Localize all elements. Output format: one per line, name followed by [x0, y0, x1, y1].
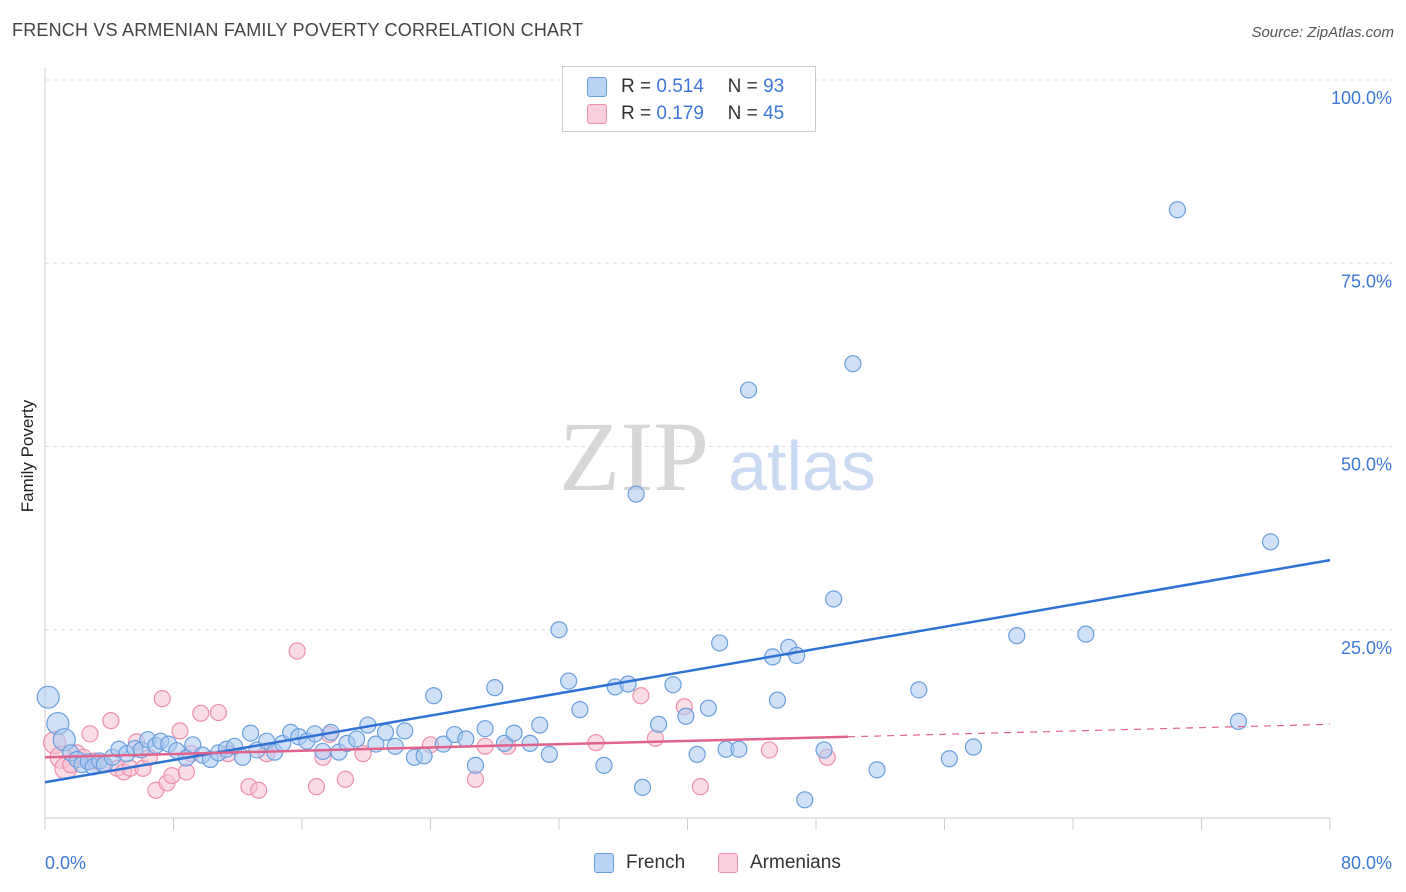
french-point — [940, 750, 958, 768]
french-point — [677, 707, 695, 725]
legend-item-armenians[interactable]: Armenians — [718, 852, 841, 874]
french-point — [1008, 627, 1026, 645]
french-r-value: 0.514 — [656, 76, 704, 97]
armenian-point — [192, 704, 210, 722]
french-point — [699, 699, 717, 717]
french-point — [788, 646, 806, 665]
french-point — [457, 730, 475, 748]
y-tick-label: 100.0% — [1331, 88, 1392, 108]
y-tick-label: 25.0% — [1341, 638, 1392, 658]
source-label: Source: ZipAtlas.com — [1251, 24, 1394, 41]
chart-title: FRENCH VS ARMENIAN FAMILY POVERTY CORREL… — [12, 20, 584, 40]
legend-french-label: French — [626, 852, 686, 873]
watermark: ZIP atlas — [559, 401, 876, 512]
french-point — [386, 737, 404, 755]
armenian-r-value: 0.179 — [656, 103, 704, 124]
french-point — [242, 724, 260, 742]
legend-row-armenians: R = 0.179 N = 45 — [587, 102, 784, 126]
french-point — [1168, 201, 1187, 219]
armenian-point — [760, 741, 779, 759]
armenian-r-label: R = — [621, 103, 652, 124]
french-point — [376, 723, 395, 741]
french-point — [844, 355, 862, 373]
armenian-point — [691, 778, 709, 796]
armenian-point — [632, 687, 650, 705]
french-point — [486, 679, 504, 697]
french-point — [560, 672, 578, 690]
french-point — [466, 756, 485, 774]
french-r-label: R = — [621, 76, 652, 97]
french-point — [415, 747, 433, 765]
french-point — [571, 701, 589, 719]
series-legend: French Armenians — [0, 852, 1406, 878]
armenian-point — [646, 729, 664, 747]
french-point — [964, 738, 983, 756]
y-tick-label: 75.0% — [1341, 271, 1392, 291]
french-point — [550, 621, 568, 639]
armenian-swatch-icon — [587, 104, 607, 124]
french-point — [627, 485, 645, 503]
axis-tick-labels: 25.0% 50.0% 75.0% 100.0% 0.0% 80.0% — [45, 88, 1392, 873]
french-point — [796, 791, 814, 809]
armenian-legend-icon — [718, 853, 738, 873]
french-point — [619, 675, 637, 693]
y-tick-label: 50.0% — [1341, 455, 1392, 475]
french-point — [815, 741, 833, 759]
french-point — [425, 687, 443, 705]
french-point — [531, 716, 549, 734]
armenian-point — [250, 781, 268, 799]
french-point — [540, 745, 558, 763]
french-n-value: 93 — [763, 76, 785, 97]
french-n-label: N = — [727, 76, 758, 97]
armenian-point — [102, 712, 120, 730]
armenian-n-value: 45 — [763, 103, 785, 124]
french-point — [664, 676, 682, 694]
legend-item-french[interactable]: French — [594, 852, 685, 874]
french-point — [396, 722, 414, 740]
correlation-legend: R = 0.514 N = 93 R = 0.179 N = 45 — [562, 66, 816, 132]
armenian-point — [153, 690, 171, 708]
french-legend-icon — [594, 853, 614, 873]
french-point — [825, 590, 843, 608]
armenian-n-label: N = — [727, 103, 758, 124]
x-tick-label: 80.0% — [1341, 853, 1392, 873]
armenian-point — [307, 778, 326, 796]
armenian-trend-line — [44, 735, 849, 759]
french-points — [36, 201, 1280, 809]
french-point — [348, 730, 366, 748]
french-point — [1261, 533, 1280, 551]
legend-row-french: R = 0.514 N = 93 — [587, 75, 784, 99]
french-point — [1229, 712, 1248, 730]
french-point — [1077, 625, 1095, 643]
legend-armenians-label: Armenians — [750, 852, 841, 873]
armenian-point — [81, 725, 99, 743]
french-point — [768, 691, 787, 709]
french-point — [868, 761, 886, 779]
grid-layer — [44, 68, 1392, 830]
french-point — [505, 724, 523, 742]
french-trend-line — [44, 558, 1331, 784]
watermark-atlas: atlas — [728, 427, 876, 505]
french-point — [633, 778, 652, 796]
french-swatch-icon — [587, 77, 607, 97]
french-point — [649, 715, 668, 733]
french-point — [521, 734, 539, 752]
armenian-trend-extension — [848, 723, 1331, 738]
x-tick-label: 0.0% — [45, 853, 86, 873]
french-point — [476, 720, 494, 738]
armenian-point — [209, 703, 228, 722]
french-point — [36, 685, 60, 709]
french-point — [910, 681, 928, 699]
french-point — [730, 740, 748, 758]
trend-lines — [44, 558, 1331, 784]
armenian-point — [171, 722, 189, 740]
french-point — [595, 756, 613, 774]
french-point — [739, 381, 758, 399]
armenian-point — [288, 642, 306, 660]
french-point — [711, 634, 729, 652]
armenian-point — [163, 767, 181, 785]
french-point — [688, 745, 706, 763]
armenian-point — [336, 770, 354, 788]
